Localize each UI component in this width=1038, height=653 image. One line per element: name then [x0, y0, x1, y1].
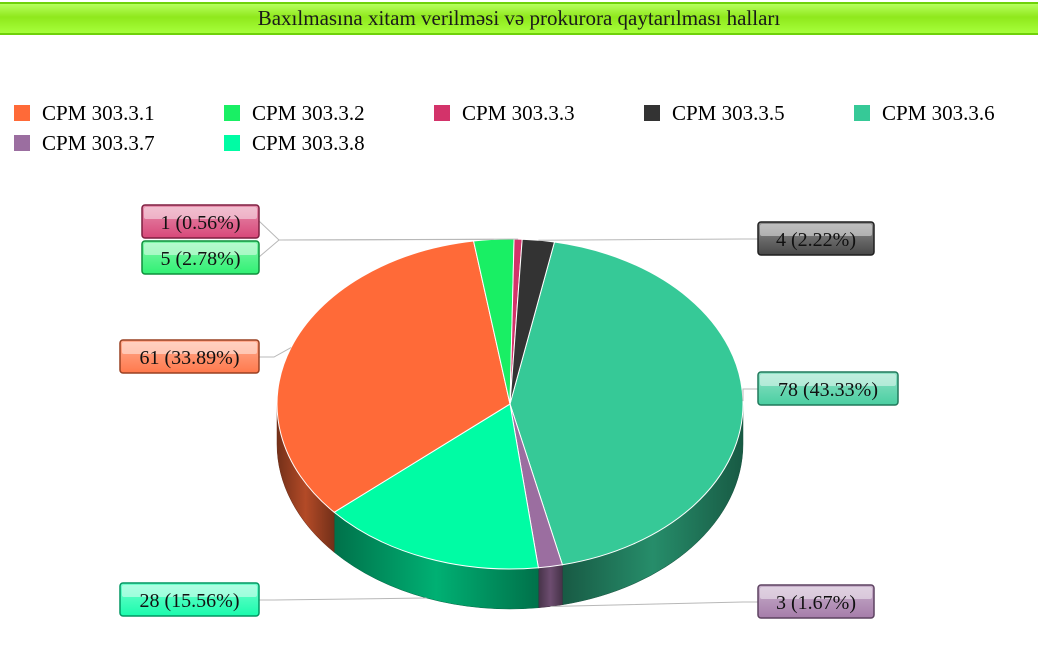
slice-label-box [119, 339, 260, 374]
legend-label: CPM 303.3.8 [252, 130, 365, 155]
slice-data-label: 61 (33.89%) [140, 347, 240, 369]
legend-item[interactable]: CPM 303.3.7 [14, 130, 155, 156]
legend-swatch [434, 105, 450, 121]
legend-swatch [854, 105, 870, 121]
legend-item[interactable]: CPM 303.3.5 [644, 100, 785, 126]
slice-labels: 78 (43.33%) 3 (1.67%) 28 (15.56%) 61 (33.89… [119, 204, 899, 619]
chart-title: Baxılmasına xitam verilməsi və prokurora… [257, 6, 781, 30]
legend-swatch [224, 135, 240, 151]
legend-label: CPM 303.3.7 [42, 130, 155, 155]
slice-data-label: 28 (15.56%) [140, 590, 240, 612]
slice-data-label: 4 (2.22%) [776, 229, 856, 251]
label-connector [259, 597, 427, 601]
legend-label: CPM 303.3.2 [252, 100, 365, 125]
label-connector [538, 238, 758, 241]
legend-item[interactable]: CPM 303.3.8 [224, 130, 365, 156]
label-connector [258, 220, 519, 241]
slice-data-label: 3 (1.67%) [776, 592, 856, 614]
legend-swatch [14, 135, 30, 151]
label-connector [742, 388, 758, 402]
legend-item[interactable]: CPM 303.3.2 [224, 100, 365, 126]
slice-data-label: 5 (2.78%) [161, 248, 241, 270]
label-connector [550, 601, 758, 607]
slice-label-box [141, 240, 260, 275]
slice-label-box [757, 221, 875, 256]
label-connector [259, 347, 292, 358]
slice-label-box [757, 371, 899, 406]
slice-label-box [119, 582, 260, 617]
legend-swatch [644, 105, 660, 121]
pie-slice-cpm-303.3.5[interactable] [509, 238, 556, 405]
chart-title-bar: Baxılmasına xitam verilməsi və prokurora… [0, 2, 1038, 35]
slice-label-box [757, 584, 875, 619]
legend-item[interactable]: CPM 303.3.3 [434, 100, 575, 126]
slice-data-label: 78 (43.33%) [778, 379, 878, 401]
legend-label: CPM 303.3.5 [672, 100, 785, 125]
legend-swatch [224, 105, 240, 121]
slice-data-label: 1 (0.56%) [161, 212, 241, 234]
legend-swatch [14, 105, 30, 121]
pie-side-cpm-303.3.7 [538, 564, 563, 609]
legend-label: CPM 303.3.3 [462, 100, 575, 125]
legend-item[interactable]: CPM 303.3.6 [854, 100, 995, 126]
legend-label: CPM 303.3.1 [42, 100, 155, 125]
legend-item[interactable]: CPM 303.3.1 [14, 100, 155, 126]
pie-slice-cpm-303.3.8[interactable] [333, 403, 539, 570]
pie-slices [276, 238, 744, 570]
slice-label-box [141, 204, 260, 239]
legend-label: CPM 303.3.6 [882, 100, 995, 125]
